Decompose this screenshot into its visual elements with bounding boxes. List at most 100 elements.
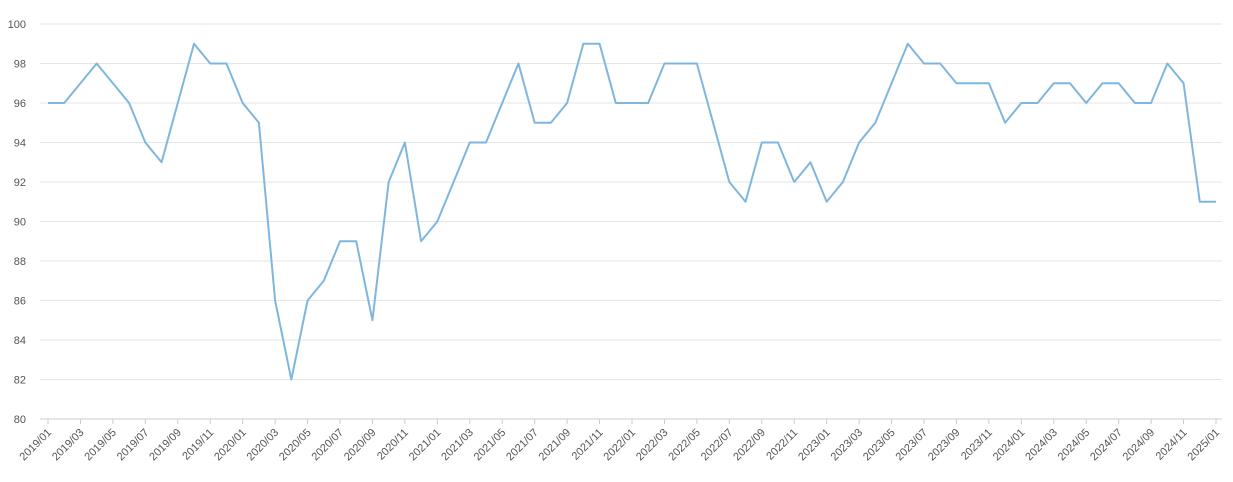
data-point: [760, 141, 764, 145]
data-point: [841, 180, 845, 184]
data-point: [711, 121, 715, 125]
data-point: [533, 121, 537, 125]
x-tick-label: 2021/01: [407, 427, 444, 464]
data-point: [938, 62, 942, 66]
x-tick-label: 2021/07: [504, 427, 541, 464]
x-tick-label: 2020/01: [212, 427, 249, 464]
data-point: [78, 81, 82, 85]
data-point: [922, 62, 926, 66]
x-tick-label: 2022/01: [602, 427, 639, 464]
y-tick-label: 94: [14, 138, 26, 150]
x-tick-label: 2023/03: [829, 427, 866, 464]
x-tick-label: 2023/09: [926, 427, 963, 464]
x-tick-label: 2020/09: [342, 427, 379, 464]
data-point: [987, 81, 991, 85]
x-tick-label: 2024/05: [1056, 427, 1093, 464]
x-tick-label: 2022/03: [634, 427, 671, 464]
x-tick-label: 2022/05: [666, 427, 703, 464]
data-point: [1068, 81, 1072, 85]
data-point: [1019, 101, 1023, 105]
data-point: [322, 279, 326, 283]
x-tick-label: 2020/03: [245, 427, 282, 464]
data-point: [679, 62, 683, 66]
data-point: [776, 141, 780, 145]
x-tick-label: 2021/09: [537, 427, 574, 464]
x-tick-label: 2019/01: [18, 427, 55, 464]
x-tick-label: 2023/05: [861, 427, 898, 464]
data-point: [1052, 81, 1056, 85]
x-tick-label: 2024/03: [1023, 427, 1060, 464]
data-point: [1133, 101, 1137, 105]
y-tick-label: 98: [14, 59, 26, 71]
data-point: [857, 141, 861, 145]
data-point: [95, 62, 99, 66]
data-point: [241, 101, 245, 105]
data-point: [306, 299, 310, 303]
data-point: [727, 180, 731, 184]
data-point: [516, 62, 520, 66]
data-point: [208, 62, 212, 66]
x-tick-label: 2019/05: [82, 427, 119, 464]
data-point: [744, 200, 748, 204]
data-point: [143, 141, 147, 145]
x-tick-label: 2023/01: [796, 427, 833, 464]
data-point: [419, 239, 423, 243]
data-point: [1214, 200, 1218, 204]
data-point: [646, 101, 650, 105]
data-point: [808, 160, 812, 164]
data-point: [452, 180, 456, 184]
data-point: [435, 220, 439, 224]
data-point: [370, 318, 374, 322]
x-tick-label: 2021/05: [472, 427, 509, 464]
y-tick-label: 86: [14, 296, 26, 308]
x-tick-label: 2020/11: [375, 427, 411, 463]
series-line: [48, 42, 1216, 381]
y-tick-label: 80: [14, 414, 26, 426]
data-point: [1117, 81, 1121, 85]
x-tick-label: 2024/01: [991, 427, 1028, 464]
y-tick-label: 90: [14, 217, 26, 229]
data-point: [160, 160, 164, 164]
data-point: [614, 101, 618, 105]
data-point: [662, 62, 666, 66]
y-tick-label: 88: [14, 256, 26, 268]
data-point: [192, 42, 196, 46]
data-point: [62, 101, 66, 105]
data-point: [873, 121, 877, 125]
data-point: [695, 62, 699, 66]
data-point: [1182, 81, 1186, 85]
data-point: [46, 101, 50, 105]
y-tick-label: 100: [8, 19, 26, 31]
data-point: [403, 141, 407, 145]
x-tick-label: 2019/07: [115, 427, 152, 464]
data-point: [500, 101, 504, 105]
data-point: [906, 42, 910, 46]
x-tick-label: 2019/11: [180, 427, 216, 463]
data-point: [176, 101, 180, 105]
data-point: [1100, 81, 1104, 85]
data-point: [792, 180, 796, 184]
data-point: [354, 239, 358, 243]
x-tick-label: 2020/07: [310, 427, 347, 464]
x-tick-label: 2022/07: [699, 427, 736, 464]
data-point: [273, 299, 277, 303]
data-point: [1165, 62, 1169, 66]
data-point: [890, 81, 894, 85]
x-tick-label: 2019/03: [50, 427, 87, 464]
data-point: [1036, 101, 1040, 105]
x-tick-label: 2023/07: [894, 427, 931, 464]
x-tick-label: 2024/11: [1154, 427, 1190, 463]
data-point: [1198, 200, 1202, 204]
data-point: [565, 101, 569, 105]
data-point: [971, 81, 975, 85]
x-tick-label: 2023/11: [959, 427, 995, 463]
data-point: [1149, 101, 1153, 105]
data-point: [954, 81, 958, 85]
y-tick-label: 84: [14, 335, 26, 347]
x-tick-label: 2022/11: [764, 427, 800, 463]
data-point: [825, 200, 829, 204]
data-point: [1084, 101, 1088, 105]
x-tick-label: 2024/07: [1088, 427, 1125, 464]
